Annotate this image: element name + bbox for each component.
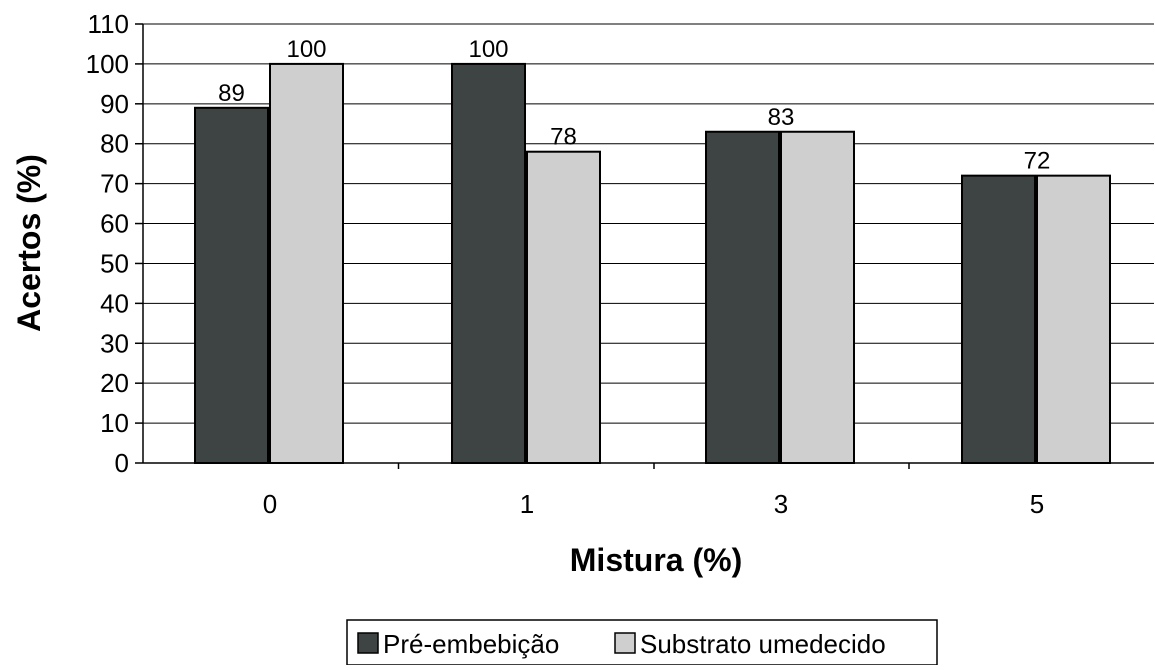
data-label: 72 xyxy=(1024,148,1051,175)
y-axis-title: Acertos (%) xyxy=(11,154,47,332)
y-tick-label: 60 xyxy=(100,209,129,239)
y-tick-label: 40 xyxy=(100,288,129,318)
data-label: 78 xyxy=(550,124,577,151)
y-tick-label: 100 xyxy=(86,49,129,79)
y-tick-label: 10 xyxy=(100,408,129,438)
data-labels: 89 100 100 78 83 72 xyxy=(218,36,1050,175)
y-tick-label: 0 xyxy=(115,448,129,478)
legend-label-substrato-umedecido: Substrato umedecido xyxy=(640,629,886,659)
bar xyxy=(705,130,780,464)
y-tick-label: 90 xyxy=(100,89,129,119)
legend-box xyxy=(346,619,938,666)
data-label: 100 xyxy=(286,36,326,63)
bars xyxy=(194,62,1111,465)
bar xyxy=(526,150,601,465)
x-tick-label: 1 xyxy=(520,489,534,519)
y-tick-label: 70 xyxy=(100,169,129,199)
bar xyxy=(269,62,344,465)
bar xyxy=(1036,174,1111,464)
x-axis-title: Mistura (%) xyxy=(570,542,742,578)
bar xyxy=(451,62,526,465)
legend-swatch-pre-embebicao xyxy=(357,632,379,654)
data-label: 100 xyxy=(468,36,508,63)
data-label: 89 xyxy=(218,80,245,107)
y-tick-label: 110 xyxy=(88,9,129,39)
x-tick-label: 5 xyxy=(1030,489,1044,519)
bar xyxy=(780,130,855,464)
data-label: 83 xyxy=(768,104,795,131)
x-tick-label: 0 xyxy=(263,489,277,519)
y-tick-label: 80 xyxy=(100,129,129,159)
bar xyxy=(961,174,1036,464)
axes: 0 10 20 30 40 50 60 70 80 90 100 110 0 1 3 5 xyxy=(86,9,1154,519)
y-tick-label: 20 xyxy=(100,368,129,398)
bar xyxy=(194,106,269,465)
x-tick-label: 3 xyxy=(774,489,788,519)
y-tick-label: 30 xyxy=(100,328,129,358)
legend: Pré-embebição Substrato umedecido xyxy=(346,619,938,666)
legend-label-pre-embebicao: Pré-embebição xyxy=(383,629,559,659)
legend-swatch-substrato-umedecido xyxy=(614,632,636,654)
y-tick-label: 50 xyxy=(100,248,129,278)
